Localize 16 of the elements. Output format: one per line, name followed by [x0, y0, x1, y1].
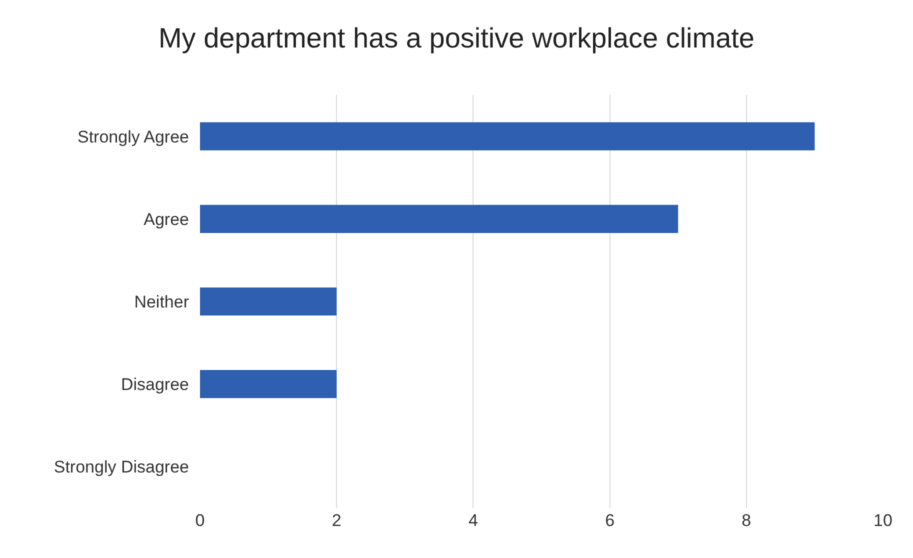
y-tick-label: Agree	[144, 210, 189, 229]
bar	[200, 287, 337, 316]
x-tick-label: 8	[742, 511, 752, 530]
y-tick-label: Neither	[134, 292, 190, 312]
x-tick-label: 0	[195, 511, 205, 530]
x-tick-label: 6	[605, 511, 615, 530]
bar	[200, 122, 815, 150]
y-tick-label: Strongly Agree	[77, 127, 189, 146]
y-tick-label: Strongly Disagree	[54, 458, 189, 477]
x-tick-label: 4	[468, 511, 478, 530]
chart-title: My department has a positive workplace climate	[158, 22, 755, 54]
x-tick-label: 10	[874, 511, 892, 530]
x-tick-label: 2	[332, 511, 342, 530]
bar	[200, 370, 337, 398]
bar	[200, 204, 678, 233]
y-tick-label: Disagree	[120, 375, 189, 394]
